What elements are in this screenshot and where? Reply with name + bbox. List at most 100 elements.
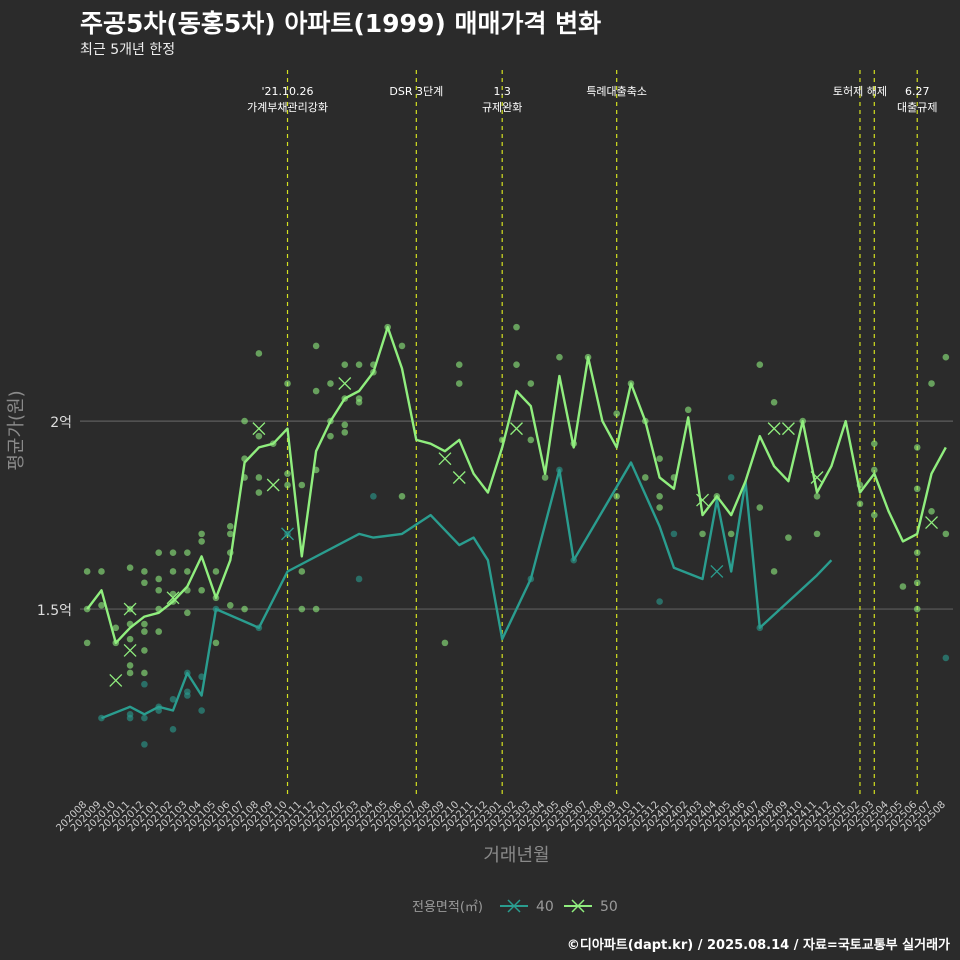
data-point [756, 361, 764, 369]
data-point [813, 530, 821, 538]
data-point [870, 511, 878, 519]
legend-title: 전용면적(㎡) [412, 900, 483, 915]
data-point [513, 361, 520, 369]
event-label: 특례대출축소 [586, 85, 647, 98]
cross-marker [510, 422, 523, 436]
data-point [126, 669, 134, 677]
data-point [141, 568, 148, 575]
data-point [398, 492, 406, 500]
data-point [255, 489, 263, 496]
cross-marker [166, 591, 180, 605]
cross-marker [438, 452, 452, 466]
data-point [770, 568, 778, 575]
cross-marker [281, 527, 294, 541]
data-point [899, 583, 907, 590]
data-point [341, 361, 349, 369]
data-point [913, 579, 921, 587]
y-axis-title: 평균가(원) [6, 390, 27, 470]
data-point [112, 624, 120, 632]
series-line [86, 325, 947, 645]
data-point [83, 639, 91, 647]
data-point [913, 549, 921, 556]
data-point [141, 628, 148, 635]
data-point [727, 530, 735, 538]
data-point [813, 492, 821, 500]
data-point [928, 508, 935, 515]
data-point [441, 639, 449, 647]
data-point [455, 380, 463, 387]
data-point [155, 628, 163, 635]
data-point [312, 605, 320, 613]
data-point [212, 639, 220, 647]
cross-marker [123, 643, 137, 657]
cross-marker [266, 478, 280, 492]
data-point [370, 492, 377, 500]
data-point [98, 568, 105, 575]
data-point [942, 654, 950, 662]
chart-title: 주공5차(동홍5차) 아파트(1999) 매매가격 변화 [80, 9, 602, 38]
data-point [141, 669, 148, 677]
data-point [684, 406, 692, 414]
event-label: '21.10.26 [262, 85, 314, 98]
data-point [312, 387, 320, 395]
data-point [355, 361, 363, 369]
data-point [141, 680, 148, 688]
data-point [184, 692, 191, 699]
data-point [656, 455, 663, 462]
event-label: 규제완화 [482, 101, 522, 114]
data-point [126, 564, 134, 572]
chart-caption: ©디아파트(dapt.kr) / 2025.08.14 / 자료=국토교통부 실… [566, 938, 950, 953]
x-axis-title: 거래년월 [483, 845, 549, 866]
data-point [785, 534, 792, 541]
data-point [198, 538, 205, 545]
data-point [556, 353, 563, 361]
data-point [727, 474, 735, 481]
data-point [198, 586, 205, 594]
data-point [298, 605, 306, 613]
data-point [155, 586, 163, 594]
data-point [770, 399, 778, 406]
data-point [398, 342, 406, 350]
data-point [226, 523, 234, 530]
data-point [856, 500, 864, 508]
event-label: 대출규제 [897, 101, 937, 114]
data-point [241, 605, 248, 613]
data-point [527, 380, 535, 387]
chart-subtitle: 최근 5개년 한정 [80, 42, 176, 58]
data-point [169, 695, 177, 703]
data-point [312, 342, 320, 350]
data-point [341, 421, 349, 429]
data-point [169, 726, 177, 733]
data-point [913, 605, 921, 613]
series-50 [83, 323, 950, 687]
data-point [613, 492, 620, 500]
data-point [83, 568, 91, 575]
data-point [226, 530, 234, 538]
data-point [913, 444, 921, 451]
data-point [942, 530, 950, 538]
y-tick-label: 2억 [50, 415, 72, 431]
cross-marker [767, 422, 781, 436]
data-point [284, 470, 291, 478]
data-point [670, 530, 678, 538]
legend-label: 40 [536, 899, 554, 915]
data-point [327, 380, 334, 387]
data-point [656, 504, 663, 511]
series-40 [98, 461, 950, 748]
cross-marker [123, 602, 137, 616]
data-point [141, 579, 148, 587]
data-point [298, 481, 306, 489]
data-point [541, 474, 549, 481]
data-point [942, 353, 950, 361]
data-point [527, 436, 535, 444]
cross-marker [710, 565, 724, 578]
cross-marker [338, 377, 352, 390]
data-point [455, 361, 463, 369]
data-point [613, 410, 620, 417]
event-label: 토허제 해제 [833, 84, 887, 98]
event-label: DSR 3단계 [389, 85, 443, 98]
data-point [870, 440, 878, 447]
data-point [298, 568, 306, 575]
data-point [155, 549, 163, 556]
